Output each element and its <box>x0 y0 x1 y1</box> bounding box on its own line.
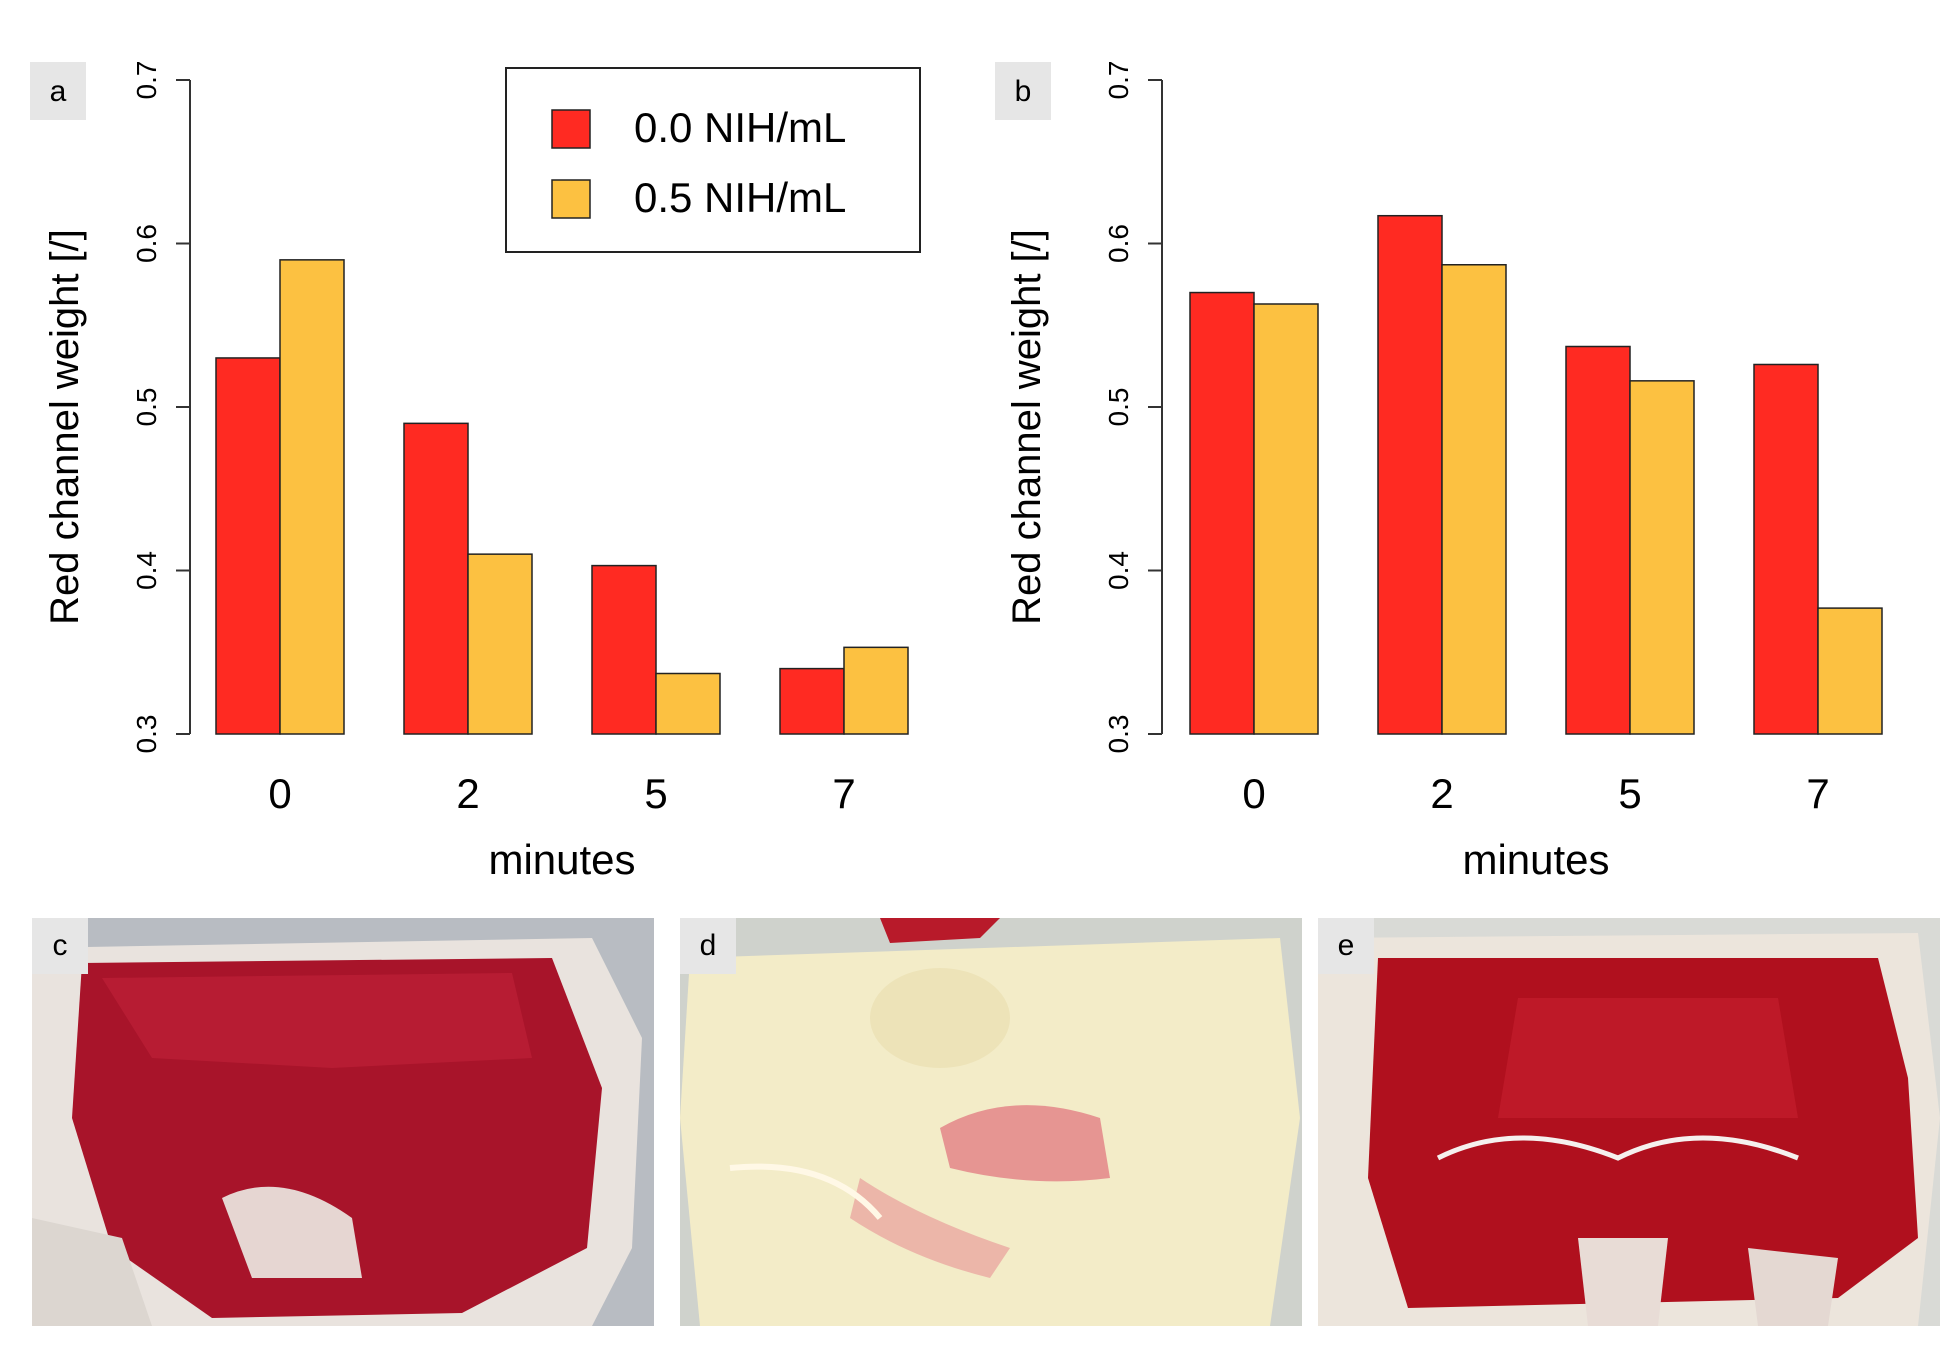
x-tick-label: 2 <box>456 770 479 817</box>
x-tick-label: 0 <box>268 770 291 817</box>
y-tick-label: 0.6 <box>131 224 162 263</box>
panel-label-c: c <box>32 918 88 974</box>
bar-b-5-series0 <box>1565 345 1631 735</box>
y-tick-label: 0.3 <box>131 715 162 754</box>
bar-a-0-series1 <box>279 259 345 735</box>
panel-label-a: a <box>50 75 67 108</box>
x-tick-label: 5 <box>644 770 667 817</box>
bar-a-5-series1 <box>655 672 721 735</box>
bar-b-7-series0 <box>1753 363 1819 735</box>
x-tick-label: 7 <box>1806 770 1829 817</box>
panel-label-d: d <box>680 918 736 974</box>
x-tick-label: 0 <box>1242 770 1265 817</box>
legend-label-1: 0.5 NIH/mL <box>634 174 846 221</box>
tissue-photo-e <box>1318 918 1940 1326</box>
bar-a-5-series0 <box>591 564 657 735</box>
bar-a-0-series0 <box>215 357 281 735</box>
bar-b-7-series1 <box>1817 607 1883 735</box>
bar-b-0-series1 <box>1253 303 1319 735</box>
y-tick-label: 0.3 <box>1103 715 1134 754</box>
x-tick-label: 7 <box>832 770 855 817</box>
bar-a-7-series0 <box>779 667 845 735</box>
bar-a-2-series1 <box>467 553 533 735</box>
legend-swatch-0 <box>551 109 591 149</box>
y-tick-label: 0.4 <box>131 551 162 590</box>
y-axis-label: Red channel weight [/] <box>43 229 87 625</box>
panel-label-b: b <box>1015 75 1032 108</box>
photo-panel-e: e <box>1318 918 1940 1326</box>
y-tick-label: 0.7 <box>1103 61 1134 100</box>
y-axis-label: Red channel weight [/] <box>1005 229 1049 625</box>
bar-b-0-series0 <box>1189 291 1255 735</box>
panel-label-box-a <box>30 62 86 120</box>
y-tick-label: 0.4 <box>1103 551 1134 590</box>
bar-b-5-series1 <box>1629 380 1695 735</box>
photo-panel-c: c <box>32 918 654 1326</box>
panel-label-box-b <box>995 62 1051 120</box>
bar-b-2-series1 <box>1441 264 1507 735</box>
x-tick-label: 5 <box>1618 770 1641 817</box>
y-tick-label: 0.5 <box>131 388 162 427</box>
x-tick-label: 2 <box>1430 770 1453 817</box>
tissue-photo-c <box>32 918 654 1326</box>
bar-a-2-series0 <box>403 422 469 735</box>
tissue-photo-d <box>680 918 1302 1326</box>
photo-panel-d: d <box>680 918 1302 1326</box>
y-tick-label: 0.7 <box>131 61 162 100</box>
x-axis-label: minutes <box>1462 836 1609 883</box>
bar-b-2-series0 <box>1377 214 1443 735</box>
y-tick-label: 0.6 <box>1103 224 1134 263</box>
legend-label-0: 0.0 NIH/mL <box>634 104 846 151</box>
legend-swatch-1 <box>551 179 591 219</box>
x-axis-label: minutes <box>488 836 635 883</box>
legend-box <box>505 67 921 253</box>
bar-a-7-series1 <box>843 646 909 735</box>
y-tick-label: 0.5 <box>1103 388 1134 427</box>
panel-label-e: e <box>1318 918 1374 974</box>
chart-canvas: a 0.3 0.4 0.5 0.6 0.7 Red channel weight [/] 0 2… <box>30 61 1883 883</box>
